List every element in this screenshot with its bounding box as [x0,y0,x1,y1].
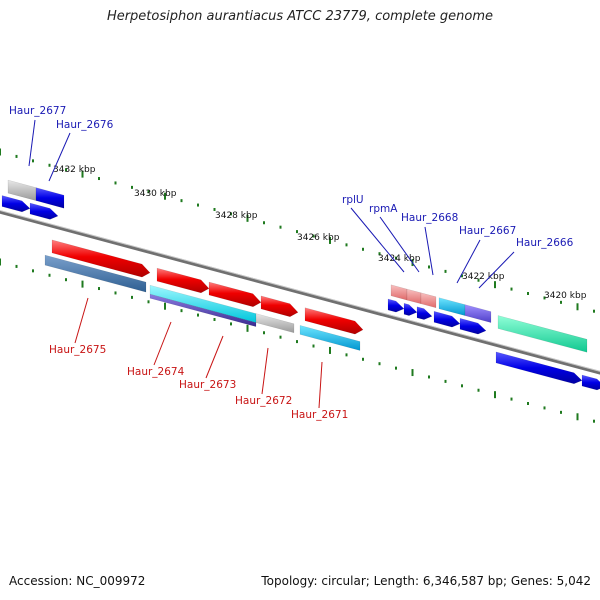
gene-haur-2674-label[interactable]: Haur_2674 [127,366,185,378]
gene-haur-2672-leader [261,347,269,395]
gene-haur-2675-leader [74,297,89,344]
gene-rpma-label[interactable]: rpmA [369,203,398,215]
lower-tick-row [0,258,595,423]
gene-haur-2676-leader [48,132,71,182]
gene-haur-2675[interactable] [44,254,147,293]
gene-haur-2674-red[interactable] [156,267,210,294]
gene-rplu[interactable] [390,284,408,301]
tick-rows: 3432 kbp 3430 kbp 3428 kbp 3426 kbp 3424 kbp… [0,148,595,423]
gene-haur-2666-label[interactable]: Haur_2666 [516,237,574,249]
gene-haur-2677-leader [28,119,36,167]
gene-haur-2673-leader [205,335,224,379]
gene-layer [1,179,600,391]
gene-haur-2672-red[interactable] [260,295,299,317]
gene-haur-2666[interactable] [497,315,588,353]
gene-haur-2667-label[interactable]: Haur_2667 [459,225,516,237]
gene-haur-2674-leader [153,321,172,366]
tick-label: 3422 kbp [462,272,505,282]
gene-rpma[interactable] [406,288,422,305]
tick-label: 3426 kbp [297,233,340,243]
gene-haur-2672[interactable] [255,313,295,334]
gene-haur-2668-label[interactable]: Haur_2668 [401,212,458,224]
gene-small-blue-a[interactable] [387,298,405,313]
tick-label: 3430 kbp [134,189,177,199]
backbone-layer [0,209,600,375]
gene-haur-2666-leader [478,251,515,289]
gene-pink-c[interactable] [420,292,437,309]
gene-haur-2675-label[interactable]: Haur_2675 [49,344,106,356]
gene-haur-2672-label[interactable]: Haur_2672 [235,395,292,407]
tick-label: 3420 kbp [544,291,587,301]
gene-haur-2668-leader [424,226,434,276]
gene-haur-2673-label[interactable]: Haur_2673 [179,379,236,391]
upper-tick-row: 3432 kbp 3430 kbp 3428 kbp 3426 kbp 3424 kbp… [0,148,595,313]
gene-blue-edge[interactable] [581,374,600,391]
gene-haur-2671-red[interactable] [304,307,364,335]
genome-backbone [0,210,600,375]
gene-haur-2667[interactable] [464,304,492,323]
gene-haur-2667-leader [456,239,481,284]
gene-rplu-leader [350,207,405,273]
genome-summary-text: Topology: circular; Length: 6,346,587 bp… [261,574,591,588]
gene-small-blue-c[interactable] [416,306,433,320]
gene-blue-d[interactable] [433,310,461,328]
gene-haur-2676-upper[interactable] [35,187,65,209]
gene-haur-2668[interactable] [438,297,466,316]
gene-block-upper-left-b[interactable] [29,202,59,220]
genome-backbone-highlight [0,209,600,372]
gene-rplu-label[interactable]: rplU [342,194,364,206]
tick-label: 3428 kbp [215,211,258,221]
gene-rpma-leader [379,216,420,273]
tick-label: 3424 kbp [378,254,421,264]
label-layer: Haur_2677Haur_2676rplUrpmAHaur_2668Haur_… [9,105,574,421]
gene-haur-2675-red[interactable] [51,239,151,278]
gene-haur-2673-red[interactable] [208,281,262,308]
gene-blue-e[interactable] [459,317,487,335]
gene-haur-2671-leader [318,361,323,409]
gene-haur-2673[interactable] [149,293,257,327]
accession-text: Accession: NC_009972 [9,574,146,588]
gene-block-upper-left-a[interactable] [1,195,31,213]
map-title: Herpetosiphon aurantiacus ATCC 23779, co… [106,9,494,24]
gene-haur-2671[interactable] [299,325,361,351]
gene-haur-2677-label[interactable]: Haur_2677 [9,105,66,117]
tick-label: 3432 kbp [53,165,96,175]
gene-haur-2671-label[interactable]: Haur_2671 [291,409,348,421]
gene-small-blue-b[interactable] [403,302,418,316]
gene-haur-2677[interactable] [7,179,37,201]
gene-haur-2665-lower[interactable] [495,351,583,385]
gene-haur-2676-label[interactable]: Haur_2676 [56,119,114,131]
